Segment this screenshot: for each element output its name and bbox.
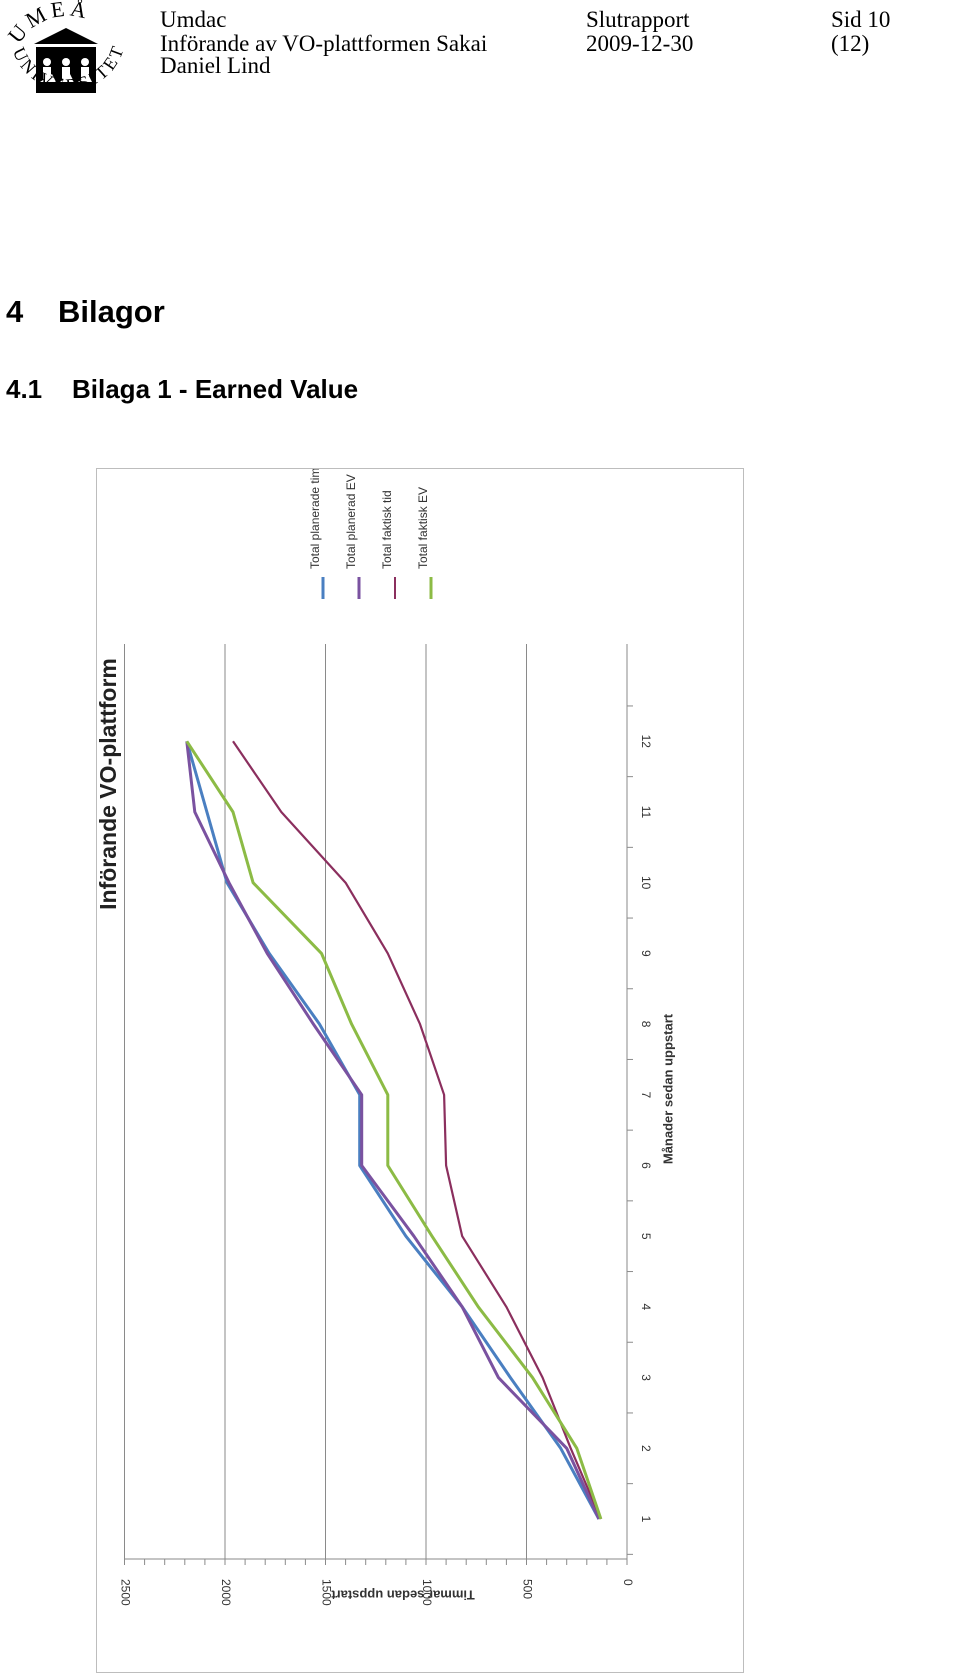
header-page: Sid 10 <box>831 7 891 32</box>
grid <box>124 644 527 1559</box>
value-tick-label: 500 <box>520 1579 534 1599</box>
month-tick-label: 3 <box>639 1374 653 1381</box>
value-tick-label: 1000 <box>420 1579 434 1606</box>
month-tick-label: 8 <box>639 1021 653 1028</box>
series-line-3 <box>232 740 602 1520</box>
month-tick-label: 9 <box>639 950 653 957</box>
header-org: Umdac <box>160 7 227 32</box>
legend: Total planerade timmar Total planerad EV T… <box>308 447 433 599</box>
y-axis-title: Timmar sedan uppstart <box>331 1588 475 1603</box>
series-line-1 <box>185 740 601 1520</box>
subsection-number: 4.1 <box>6 374 43 404</box>
month-tick-label: 7 <box>639 1091 653 1098</box>
umea-university-logo: UMEÅ UNIVERSITET <box>3 0 126 95</box>
header-doc-type: Slutrapport <box>586 7 690 32</box>
section-number: 4 <box>6 294 24 329</box>
month-tick-label: 12 <box>639 735 653 749</box>
legend-label-1: Total planerade timmar <box>308 469 322 569</box>
subsection-heading: 4.1 Bilaga 1 - Earned Value <box>6 374 358 405</box>
chart-frame: Total planerade timmar Total planerad EV T… <box>95 447 744 1673</box>
earned-value-chart: Total planerade timmar Total planerad EV T… <box>95 447 676 1606</box>
header-date: 2009-12-30 <box>586 31 694 56</box>
month-tick-label: 6 <box>639 1162 653 1169</box>
series-line-4 <box>185 740 603 1520</box>
header-author: Daniel Lind <box>160 53 271 78</box>
legend-label-4: Total faktisk EV <box>416 487 430 569</box>
value-tick-label: 2000 <box>219 1579 233 1606</box>
subsection-title: Bilaga 1 - Earned Value <box>72 374 359 404</box>
section-title: Bilagor <box>58 294 165 329</box>
header-project: Införande av VO-plattformen Sakai <box>160 31 488 56</box>
month-tick-label: 5 <box>639 1233 653 1240</box>
logo-emblem <box>34 28 98 93</box>
header-total-pages: (12) <box>831 31 870 56</box>
value-tick-label: 1500 <box>319 1579 333 1606</box>
series-group <box>185 740 603 1520</box>
value-tick-label: 2500 <box>118 1579 132 1606</box>
axes <box>124 644 633 1565</box>
legend-label-2: Total planerad EV <box>344 474 358 569</box>
chart-title: Införande VO-plattform <box>97 658 121 910</box>
x-axis-title: Månader sedan uppstart <box>660 1013 675 1164</box>
section-heading: 4 Bilagor <box>6 294 165 330</box>
month-tick-label: 1 <box>639 1516 653 1523</box>
legend-label-3: Total faktisk tid <box>380 490 394 569</box>
value-tick-label: 0 <box>621 1579 635 1586</box>
month-tick-label: 4 <box>639 1304 653 1311</box>
series-line-2 <box>185 741 601 1520</box>
month-tick-label: 10 <box>639 876 653 890</box>
month-tick-label: 11 <box>639 806 653 819</box>
chart-labels: 05001000150020002500123456789101112Månad… <box>95 658 676 1606</box>
month-tick-label: 2 <box>639 1445 653 1452</box>
